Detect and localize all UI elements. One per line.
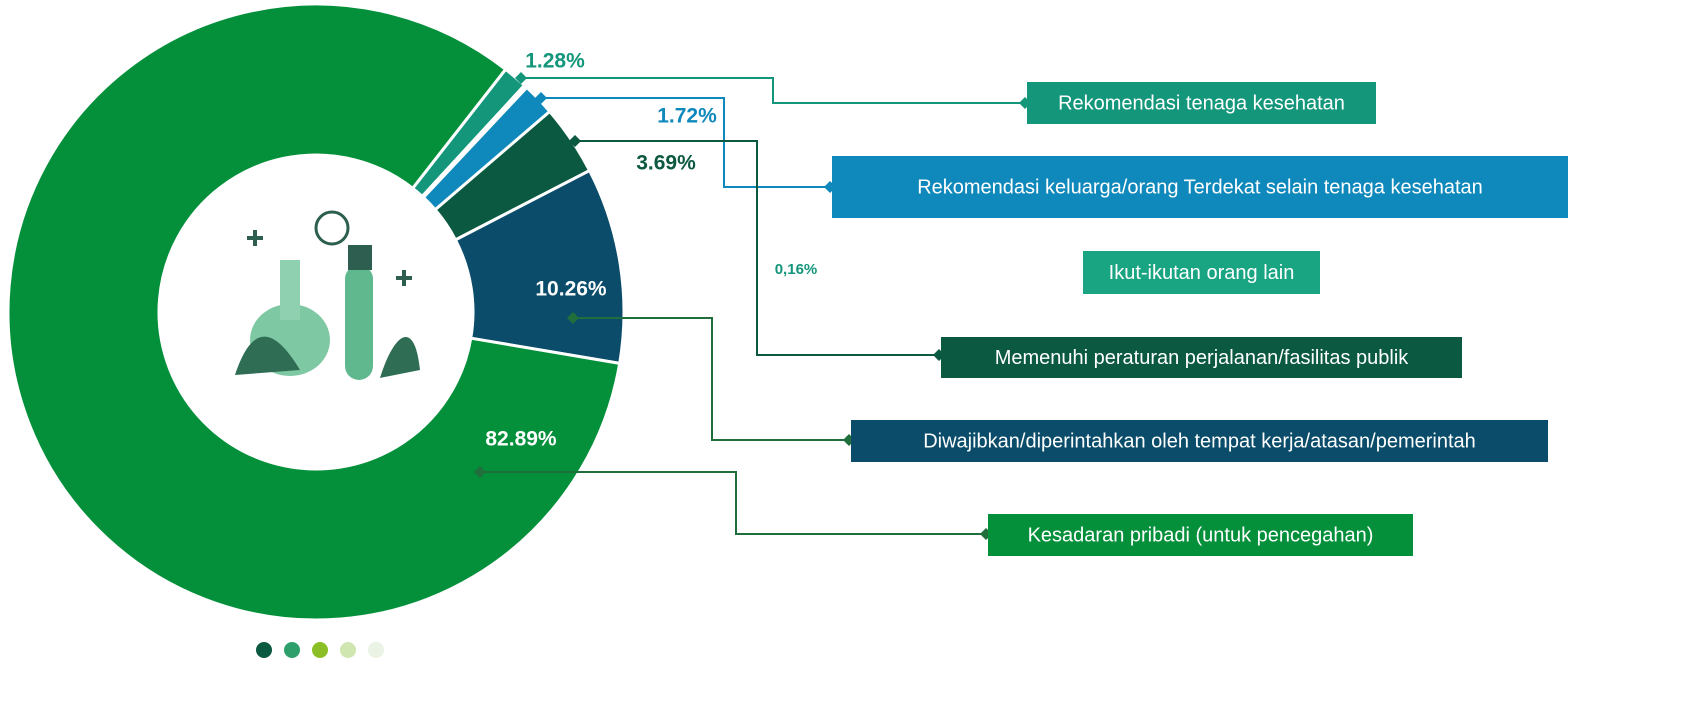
legend-label: Kesadaran pribadi (untuk pencegahan)	[1028, 524, 1374, 546]
leader-end	[569, 135, 581, 147]
legend-box	[988, 514, 1413, 556]
decoration	[256, 642, 384, 658]
legend-label: Ikut-ikutan orang lain	[1109, 262, 1295, 284]
leader-end	[474, 466, 486, 478]
dot	[284, 642, 300, 658]
legend-box	[941, 337, 1462, 378]
dot	[340, 642, 356, 658]
legend-label: Rekomendasi keluarga/orang Terdekat sela…	[917, 176, 1483, 198]
legend-box	[851, 420, 1548, 462]
legend-box	[1027, 82, 1376, 124]
value-label: 1.28%	[525, 50, 585, 73]
dot	[312, 642, 328, 658]
leader-line	[541, 97, 830, 188]
leader-line	[575, 140, 939, 356]
center-illustration	[161, 157, 471, 467]
tube-cap	[348, 245, 372, 270]
value-label: 82.89%	[485, 428, 557, 451]
dot	[256, 642, 272, 658]
leader-end	[535, 92, 547, 104]
donut-segment	[6, 2, 622, 622]
legend-box	[1083, 251, 1320, 294]
leader-line	[521, 77, 1025, 104]
value-label: 0,16%	[775, 261, 818, 278]
legend-label: Memenuhi peraturan perjalanan/fasilitas …	[995, 347, 1410, 369]
legend-label: Rekomendasi tenaga kesehatan	[1058, 92, 1345, 114]
legend-box	[832, 156, 1568, 218]
legend-label: Diwajibkan/diperintahkan oleh tempat ker…	[923, 430, 1476, 452]
tube	[345, 265, 373, 380]
flask-neck	[280, 260, 300, 320]
value-label: 3.69%	[636, 152, 696, 175]
leader-end	[515, 72, 527, 84]
leader-line	[480, 471, 986, 535]
value-label: 10.26%	[535, 278, 607, 301]
leader-end	[567, 312, 579, 324]
value-label: 1.72%	[657, 105, 717, 128]
virus-icon	[314, 210, 350, 246]
center-circle	[161, 157, 471, 467]
plus	[247, 230, 412, 286]
leader-line	[573, 317, 849, 441]
dot	[368, 642, 384, 658]
leaves	[235, 336, 420, 378]
